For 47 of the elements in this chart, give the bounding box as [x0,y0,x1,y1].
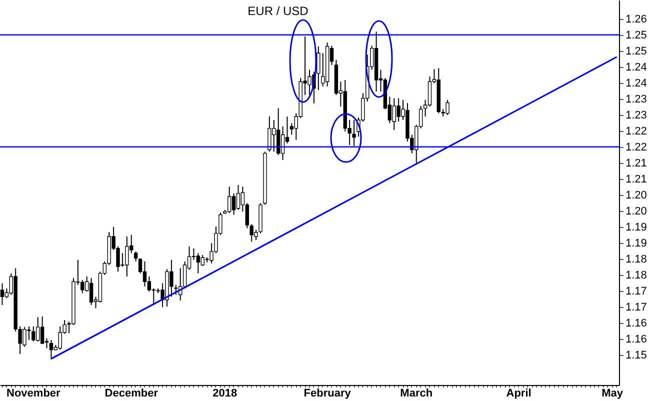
y-tick-label: 1.17 [626,285,647,298]
y-tick-label: 1.17 [626,301,647,314]
candlestick [428,76,432,108]
y-tick-label: 1.26 [626,13,647,26]
y-tick-label: 1.20 [626,189,647,202]
candlestick [254,229,258,241]
y-tick-label: 1.24 [626,61,647,74]
y-tick-label: 1.25 [626,45,647,58]
candlestick [268,116,272,152]
y-tick-label: 1.24 [626,77,647,90]
y-tick-label: 1.18 [626,269,647,282]
candlestick [352,120,356,146]
x-tick-label: March [400,388,433,400]
y-tick-label: 1.15 [626,349,647,362]
candlestick [0,282,4,306]
x-tick-label: 2018 [212,388,238,400]
y-tick-label: 1.21 [626,157,647,170]
candlestick [49,339,54,360]
candlestick [316,46,320,90]
candlestick [40,316,44,345]
y-tick-label: 1.21 [626,173,647,186]
y-tick-label: 1.16 [626,317,647,330]
y-tick-label: 1.19 [626,221,647,234]
candlestick [142,260,147,287]
candlestick [196,252,200,274]
y-tick-label: 1.20 [626,205,647,218]
x-tick-label: December [104,388,159,400]
chart-title: EUR / USD [248,4,309,18]
candlestick [32,326,36,342]
y-tick-label: 1.16 [626,333,647,346]
y-tick-label: 1.22 [626,141,647,154]
y-tick-label: 1.25 [626,29,647,42]
y-tick-label: 1.23 [626,109,647,122]
x-tick-label: February [304,388,352,400]
x-tick-label: November [6,388,62,400]
y-tick-label: 1.23 [626,93,647,106]
candlestick [236,184,240,210]
y-tick-label: 1.18 [626,253,647,266]
x-tick-label: April [506,388,532,400]
y-tick-label: 1.19 [626,237,647,250]
candlestick [134,251,138,262]
candlestick [89,278,94,306]
candlestick [232,192,236,216]
y-tick-label: 1.22 [626,125,647,138]
candlestick [174,284,178,296]
candlestick [227,186,232,214]
x-tick-label: May [602,388,624,400]
